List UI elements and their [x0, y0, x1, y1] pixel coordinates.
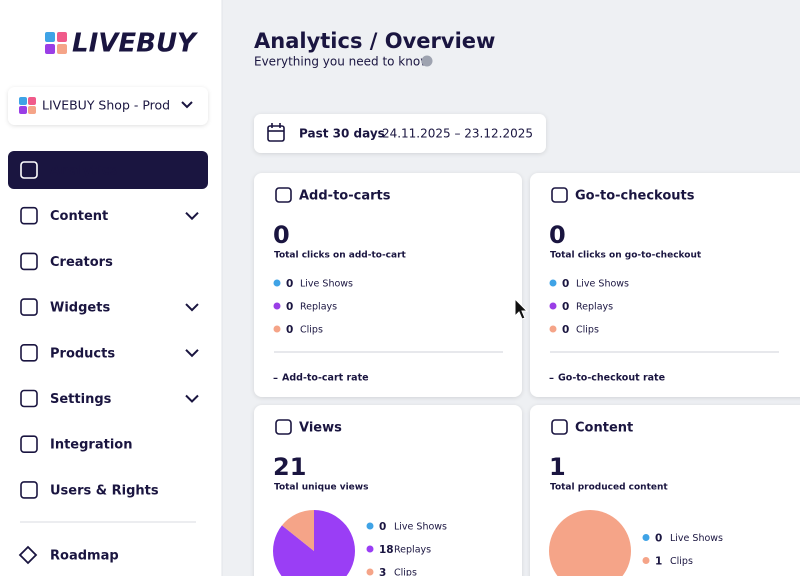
pie-slice — [549, 510, 631, 580]
nav-icon — [20, 298, 38, 316]
nav-label[interactable]: Creators — [50, 255, 113, 270]
legend-dot — [366, 568, 374, 576]
nav-label[interactable]: Widgets — [50, 301, 110, 316]
nav-icon — [20, 252, 38, 271]
breakdown-name: Live Shows — [576, 279, 629, 290]
pie-slice — [273, 510, 355, 580]
chevron — [181, 101, 193, 109]
nav-icon — [20, 389, 38, 408]
legend-value: 0 — [655, 533, 662, 545]
rate-value: – — [549, 373, 554, 384]
breakdown-value: 0 — [562, 324, 569, 336]
nav-active — [8, 151, 208, 189]
legend-value: 18 — [379, 544, 394, 556]
nav-label[interactable]: Settings — [50, 392, 112, 407]
calendar-icon — [267, 123, 285, 142]
card-icon — [275, 419, 292, 435]
card-icon — [551, 419, 568, 435]
page-title: Analytics / Overview — [254, 29, 495, 53]
chevron — [185, 394, 199, 403]
info-icon[interactable] — [421, 55, 433, 67]
nav-icon — [20, 161, 38, 179]
legend-dot — [549, 302, 557, 310]
legend-dot — [273, 279, 281, 287]
date-range: 24.11.2025 – 23.12.2025 — [382, 127, 533, 141]
legend-dot — [273, 302, 281, 310]
card — [254, 173, 522, 397]
brand: LIVEBUY — [72, 29, 199, 59]
chevron — [185, 303, 199, 312]
legend-name: Live Shows — [394, 522, 447, 533]
rate-value: – — [273, 373, 278, 384]
legend-dot — [549, 279, 557, 287]
nav-icon — [20, 435, 38, 454]
breakdown-value: 0 — [286, 324, 293, 336]
breakdown-value: 0 — [562, 278, 569, 290]
rate-label: Add-to-cart rate — [282, 373, 369, 384]
chevron — [185, 349, 199, 358]
rate-label: Go-to-checkout rate — [558, 373, 665, 384]
nav-label[interactable]: Content — [50, 209, 108, 224]
logo-icon — [45, 32, 67, 54]
card-total: 0 — [549, 221, 566, 249]
nav-label[interactable]: Analytics — [50, 164, 117, 179]
nav-icon — [20, 343, 38, 362]
breakdown-name: Live Shows — [300, 279, 353, 290]
card-total: 1 — [549, 453, 566, 481]
nav-label[interactable]: Users & Rights — [50, 483, 159, 498]
shop-icon — [19, 97, 36, 114]
legend-name: Clips — [394, 568, 417, 577]
roadmap-icon — [18, 545, 38, 565]
card-title: Add-to-carts — [299, 189, 391, 204]
breakdown-name: Clips — [576, 325, 599, 336]
date-label: Past 30 days — [299, 127, 385, 141]
cursor — [514, 297, 529, 320]
nav-label[interactable]: Products — [50, 346, 115, 361]
legend-dot — [273, 325, 281, 333]
legend-name: Replays — [394, 545, 431, 556]
breakdown-name: Clips — [300, 325, 323, 336]
legend-dot — [642, 557, 650, 564]
card-total: 21 — [273, 453, 306, 481]
card-total-label: Total clicks on go-to-checkout — [550, 251, 702, 261]
card-total-label: Total unique views — [274, 483, 368, 493]
card-total: 0 — [273, 221, 290, 249]
legend-value: 3 — [379, 567, 386, 576]
card-icon — [551, 187, 568, 203]
card-total-label: Total clicks on add-to-cart — [274, 251, 407, 261]
legend-value: 1 — [655, 556, 662, 568]
nav-icon — [20, 481, 38, 499]
breakdown-value: 0 — [562, 301, 569, 313]
page-subtitle: Everything you need to know — [254, 55, 430, 69]
card — [530, 173, 800, 397]
legend-name: Live Shows — [670, 533, 723, 544]
card-icon — [275, 187, 292, 203]
card-title: Content — [575, 421, 633, 436]
legend-value: 0 — [379, 521, 386, 533]
card-total-label: Total produced content — [550, 483, 668, 493]
breakdown-name: Replays — [300, 302, 337, 313]
breakdown-value: 0 — [286, 278, 293, 290]
card-title: Views — [299, 421, 342, 436]
breakdown-name: Replays — [576, 302, 613, 313]
nav-label[interactable]: Integration — [50, 438, 132, 453]
legend-dot — [642, 534, 650, 541]
legend-name: Clips — [670, 556, 693, 567]
pie-slice — [281, 510, 314, 551]
nav-label[interactable]: Roadmap — [50, 549, 119, 564]
nav-icon — [20, 206, 38, 225]
legend-dot — [366, 545, 374, 553]
card-title: Go-to-checkouts — [575, 189, 695, 204]
shop-select[interactable] — [8, 87, 208, 125]
chevron — [185, 211, 199, 221]
legend-dot — [549, 325, 557, 333]
date-picker[interactable] — [254, 114, 546, 153]
breakdown-value: 0 — [286, 301, 293, 313]
shop-name: LIVEBUY Shop - Prod — [42, 98, 170, 113]
legend-dot — [366, 522, 374, 530]
